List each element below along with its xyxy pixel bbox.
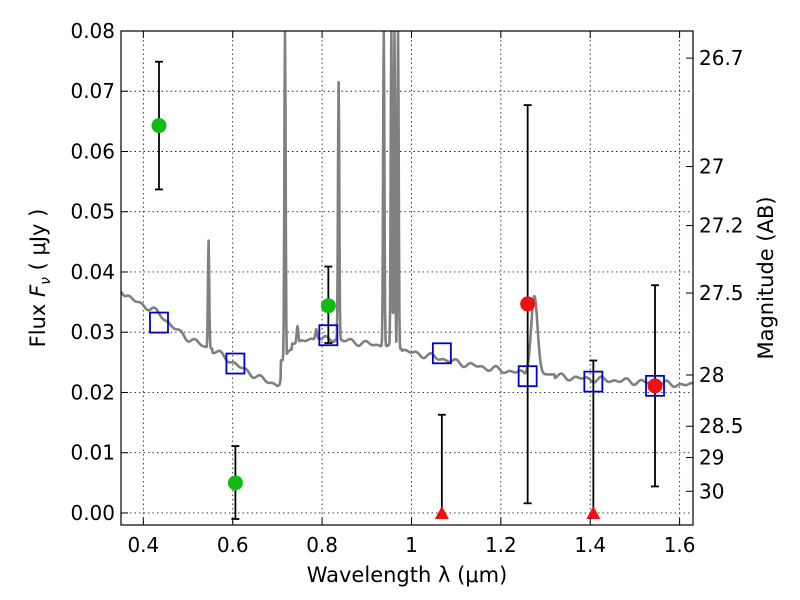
right-tick-label: 27.5 <box>699 281 744 305</box>
upper-limit-triangle <box>434 505 449 519</box>
spectrum-layer <box>121 31 693 389</box>
y-tick-label: 0.03 <box>70 320 115 344</box>
y-axis-title-symbol: F <box>26 284 50 297</box>
detection-point <box>227 475 243 491</box>
right-tick-label: 29 <box>699 446 724 470</box>
right-tick-label: 30 <box>699 479 724 503</box>
x-axis-title: Wavelength λ (μm) <box>307 563 508 587</box>
model-photometry-square <box>225 352 246 375</box>
model-photometry-square <box>318 324 339 347</box>
x-tick-label: 1 <box>405 533 418 557</box>
y-tick-label: 0.01 <box>70 441 115 465</box>
model-photometry-square <box>645 374 665 397</box>
plot-frame <box>120 30 694 526</box>
x-tick-label: 0.6 <box>217 533 249 557</box>
y-tick-label: 0.08 <box>70 19 115 43</box>
x-tick-label: 1.4 <box>574 533 606 557</box>
x-tick-label: 1.2 <box>485 533 517 557</box>
y-tick-label: 0.06 <box>70 139 115 163</box>
model-photometry-square <box>517 365 538 388</box>
y-tick-label: 0.07 <box>70 79 115 103</box>
right-axis-title: Magnitude (AB) <box>754 196 778 359</box>
detection-point <box>151 118 167 134</box>
right-tick-label: 28.5 <box>699 414 744 438</box>
x-tick-label: 1.6 <box>664 533 696 557</box>
y-tick-label: 0.04 <box>70 260 115 284</box>
spectrum-line <box>121 31 693 389</box>
model-photometry-square <box>431 342 452 365</box>
model-photometry-square <box>583 370 604 393</box>
right-magnitude-axis: 26.7 27 27.2 27.5 28 28.5 29 30 <box>686 46 744 503</box>
model-photometry-square <box>149 311 169 334</box>
marginal-point <box>520 296 536 312</box>
y-axis-title-subscript: ν <box>38 277 54 285</box>
right-tick-label: 27 <box>699 155 724 179</box>
y-axis-title: Flux Fν ( μJy ) <box>26 209 54 348</box>
right-tick-label: 28 <box>699 363 724 387</box>
x-tick-label: 0.8 <box>306 533 338 557</box>
y-axis-title-prefix: Flux <box>26 297 50 347</box>
x-tick-label: 0.4 <box>127 533 159 557</box>
plot-background <box>121 31 693 525</box>
x-axis: 0.4 0.6 0.8 1 1.2 1.4 1.6 <box>127 31 696 557</box>
right-tick-label: 26.7 <box>699 46 744 70</box>
detection-point <box>320 298 336 314</box>
points-layer <box>149 118 665 519</box>
marginal-point <box>647 378 663 394</box>
upper-limit-triangle <box>586 505 601 519</box>
y-axis: 0.00 0.01 0.02 0.03 0.04 0.05 0.06 0.07 0.08 <box>70 19 128 525</box>
grid <box>121 30 693 525</box>
y-tick-label: 0.05 <box>70 200 115 224</box>
y-tick-label: 0.02 <box>70 380 115 404</box>
y-axis-title-unit: ( μJy ) <box>26 209 50 277</box>
right-tick-label: 27.2 <box>699 214 744 238</box>
y-tick-label: 0.00 <box>70 501 115 525</box>
